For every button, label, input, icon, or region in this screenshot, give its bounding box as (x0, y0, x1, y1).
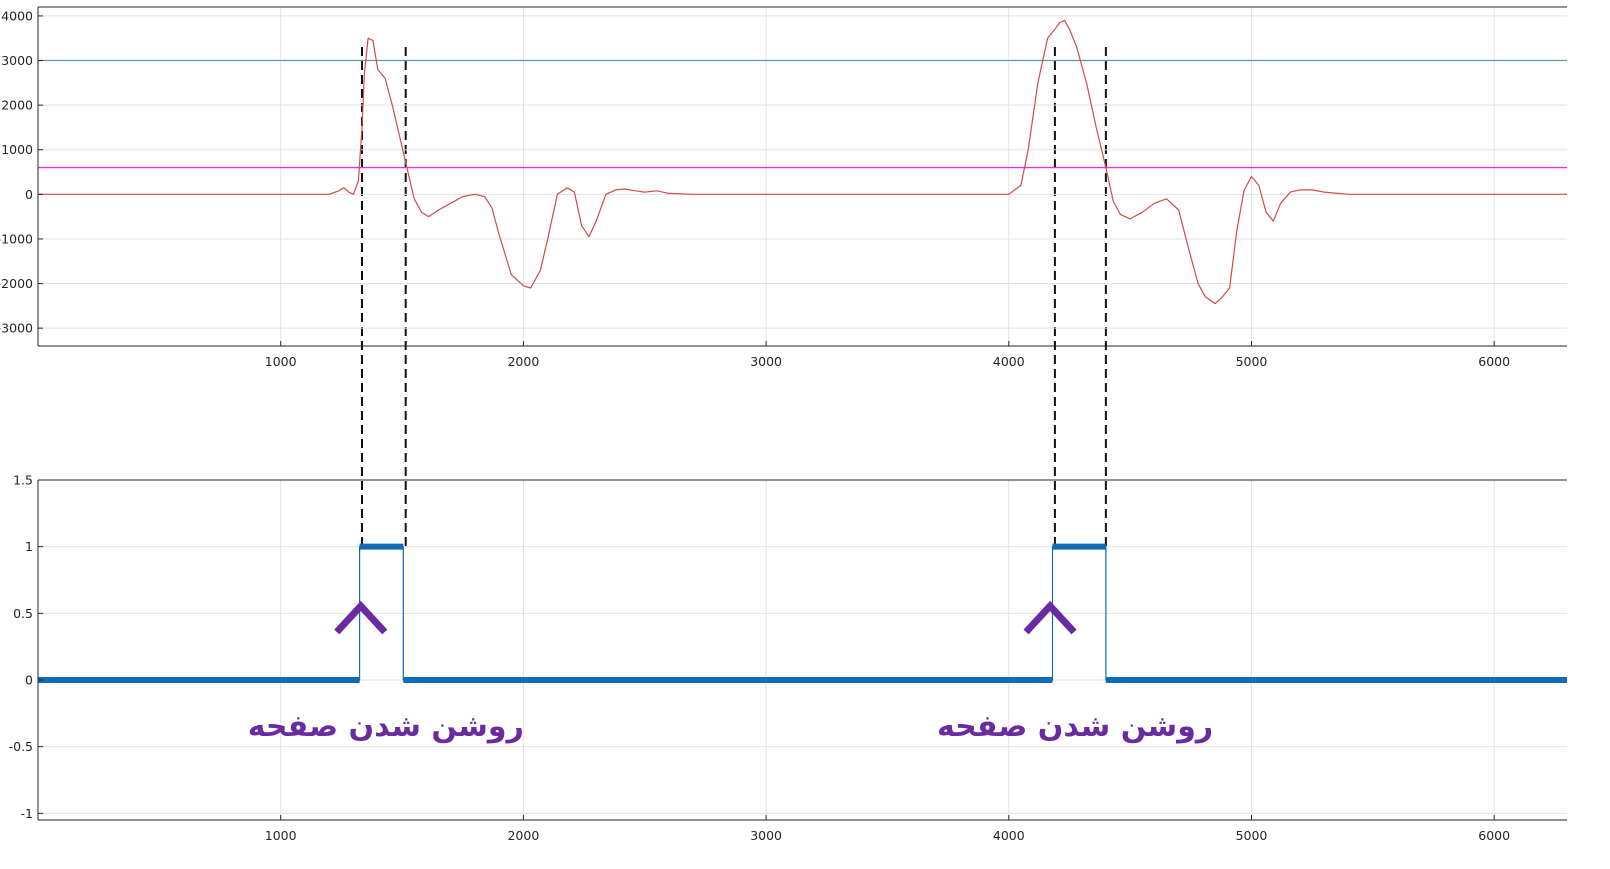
top-x-tick-label-3: 4000 (993, 354, 1025, 369)
bottom-y-tick-label-5: 1.5 (13, 473, 33, 488)
top-x-tick-label-5: 6000 (1478, 354, 1510, 369)
bottom-x-tick-label-4: 5000 (1236, 828, 1268, 843)
bottom-y-tick-label-3: 0.5 (13, 606, 33, 621)
top-series-line-0 (38, 19, 1567, 305)
bottom-annotation-text-0: روشن شدن صفحه (248, 709, 524, 744)
top-x-tick-label-0: 1000 (265, 354, 297, 369)
bottom-x-tick-label-2: 3000 (750, 828, 782, 843)
bottom-annotation-text-1: روشن شدن صفحه (937, 709, 1213, 744)
connector-lines (361, 47, 1107, 547)
top-y-tick-label-1: -2000 (0, 276, 33, 291)
bottom-x-tick-label-0: 1000 (265, 828, 297, 843)
bottom-y-tick-label-4: 1 (25, 539, 33, 554)
top-y-tick-label-7: 4000 (1, 8, 33, 23)
bottom-y-tick-label-0: -1 (21, 806, 33, 821)
bottom-annotation-arrow-1 (1023, 600, 1077, 635)
bottom-y-tick-label-1: -0.5 (9, 739, 33, 754)
bottom-x-tick-label-1: 2000 (507, 828, 539, 843)
top-y-tick-label-2: -1000 (0, 231, 33, 246)
top-signal-chart: 1000 2000 3000 4000 5000 6000 -3000 -2000 -1000 0… (0, 6, 1567, 369)
bottom-pulse-chart: 1000 2000 3000 4000 5000 6000 -1 -0.5 0 0.5 1 1.5 رو… (9, 473, 1567, 843)
bottom-x-tick-label-3: 4000 (993, 828, 1025, 843)
top-x-tick-label-1: 2000 (507, 354, 539, 369)
top-y-tick-label-4: 1000 (1, 142, 33, 157)
top-x-tick-label-2: 3000 (750, 354, 782, 369)
bottom-x-tick-label-5: 6000 (1478, 828, 1510, 843)
top-y-tick-label-3: 0 (25, 187, 33, 202)
bottom-annotation-arrow-0 (334, 600, 388, 635)
top-y-tick-label-0: -3000 (0, 321, 33, 336)
bottom-y-tick-label-2: 0 (25, 673, 33, 688)
top-y-tick-label-6: 3000 (1, 53, 33, 68)
top-x-tick-label-4: 5000 (1236, 354, 1268, 369)
top-y-tick-label-5: 2000 (1, 98, 33, 113)
